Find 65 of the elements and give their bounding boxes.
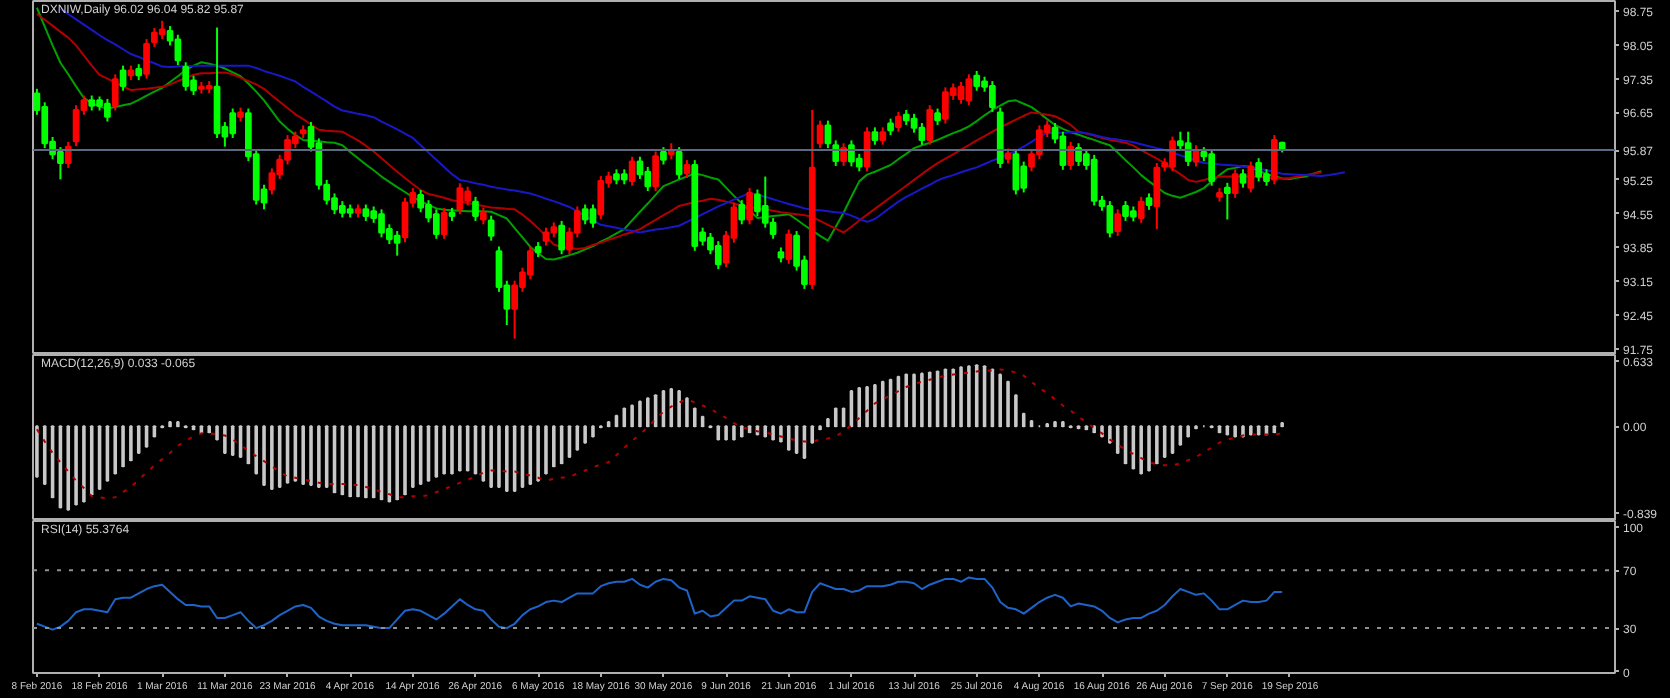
candlestick (581, 203, 589, 226)
candlestick (558, 219, 565, 256)
candlestick (714, 240, 722, 271)
candlestick (393, 230, 401, 257)
candlestick (1184, 130, 1192, 167)
candlestick (1208, 148, 1216, 187)
candlestick (1114, 208, 1122, 237)
candlestick (628, 155, 636, 187)
candlestick (895, 110, 902, 133)
candlestick (111, 73, 119, 112)
candlestick (268, 167, 276, 196)
candlestick (464, 185, 472, 207)
candlestick (432, 208, 440, 240)
candlestick (417, 189, 425, 214)
candlestick (965, 73, 973, 107)
candlestick (526, 245, 534, 281)
candlestick (848, 139, 855, 168)
candlestick (1153, 162, 1161, 231)
candlestick (1137, 195, 1145, 224)
candlestick (942, 86, 949, 125)
candlestick (1067, 140, 1075, 171)
candlestick (652, 150, 659, 193)
candlestick (472, 195, 479, 222)
candlestick (213, 26, 221, 139)
candlestick (1122, 200, 1129, 222)
candlestick (456, 182, 464, 216)
candlestick (957, 81, 965, 105)
candlestick (816, 119, 824, 150)
candlestick (973, 69, 981, 92)
candlestick (1090, 153, 1098, 207)
candlestick (1020, 160, 1028, 194)
candlestick (1012, 148, 1020, 196)
candlestick (1255, 157, 1263, 183)
candlestick (1270, 134, 1278, 186)
candlestick (1247, 160, 1255, 194)
candlestick (378, 208, 385, 239)
candlestick (158, 19, 166, 41)
candlestick (644, 165, 652, 193)
candlestick (1223, 181, 1231, 221)
candlestick (840, 142, 847, 167)
candlestick (182, 61, 190, 92)
candlestick (926, 104, 934, 146)
line-series (35, 576, 1284, 631)
candlestick (785, 228, 793, 265)
candlestick (1239, 168, 1247, 189)
candlestick (918, 122, 926, 146)
candlestick (989, 80, 996, 113)
candlestick (589, 203, 597, 229)
candlestick (738, 199, 746, 226)
candlestick (440, 206, 448, 240)
candlestick (487, 214, 495, 242)
candlestick (597, 175, 605, 220)
candlestick (1106, 200, 1114, 239)
candlestick (746, 187, 753, 226)
candlestick (1231, 168, 1239, 199)
candlestick (636, 155, 644, 180)
candlestick (1075, 142, 1082, 167)
candlestick (72, 104, 80, 148)
candlestick (1169, 135, 1176, 173)
candlestick (229, 107, 237, 139)
candlestick (910, 112, 918, 134)
candlestick (119, 64, 127, 92)
candlestick (104, 97, 111, 123)
candlestick (675, 146, 683, 180)
line-series (35, 368, 1284, 500)
